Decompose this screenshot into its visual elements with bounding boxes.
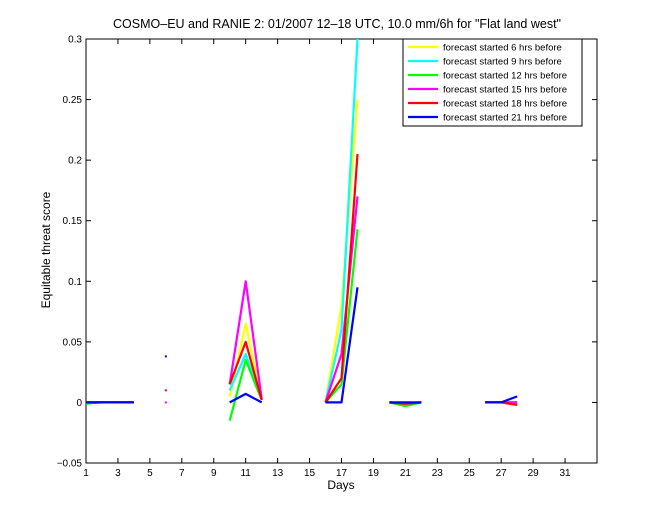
series-line (228, 280, 263, 399)
y-tick-label: 0.1 (68, 277, 82, 288)
series-point (164, 355, 167, 358)
x-tick-label: 27 (496, 468, 508, 479)
series-line (324, 99, 359, 403)
x-tick-label: 15 (304, 468, 316, 479)
legend-label: forecast started 12 hrs before (443, 71, 567, 82)
series-point (164, 401, 167, 404)
y-tick-label: 0.25 (63, 95, 83, 106)
legend-label: forecast started 6 hrs before (443, 43, 562, 54)
y-axis-label: Equitable threat score (39, 191, 53, 308)
x-tick-label: 23 (432, 468, 444, 479)
x-tick-label: 25 (464, 468, 476, 479)
y-tick-label: 0.15 (63, 216, 83, 227)
chart-title: COSMO–EU and RANIE 2: 01/2007 12–18 UTC,… (113, 17, 561, 31)
series-line (325, 287, 359, 404)
legend-label: forecast started 21 hrs before (443, 113, 567, 124)
legend-label: forecast started 18 hrs before (443, 99, 567, 110)
series-line (324, 229, 359, 404)
series-line (324, 38, 359, 403)
x-tick-label: 9 (211, 468, 217, 479)
x-axis-label: Days (327, 478, 354, 492)
x-tick-label: 21 (400, 468, 412, 479)
series-line (485, 395, 518, 404)
series-line (228, 340, 263, 401)
legend-label: forecast started 9 hrs before (443, 57, 562, 68)
series-point (164, 389, 167, 392)
y-tick-label: 0.3 (68, 35, 82, 46)
x-tick-label: 1 (83, 468, 89, 479)
y-tick-label: 0 (76, 398, 82, 409)
x-tick-label: 31 (560, 468, 572, 479)
series-line (324, 154, 359, 404)
x-tick-label: 19 (368, 468, 380, 479)
x-tick-label: 17 (336, 468, 348, 479)
x-tick-label: 5 (147, 468, 153, 479)
legend-box (402, 38, 583, 127)
x-tick-label: 7 (179, 468, 185, 479)
series-6 (86, 287, 518, 404)
series-line (229, 392, 263, 404)
legend: forecast started 6 hrs before forecast st… (402, 38, 583, 127)
x-tick-label: 11 (240, 468, 251, 479)
series-line (324, 196, 359, 403)
y-tick-label: −0.05 (57, 459, 83, 470)
legend-label: forecast started 15 hrs before (443, 85, 567, 96)
x-tick-label: 29 (528, 468, 540, 479)
x-tick-label: 13 (272, 468, 284, 479)
y-tick-label: 0.05 (63, 337, 83, 348)
y-tick-label: 0.2 (68, 156, 82, 167)
x-tick-label: 3 (115, 468, 121, 479)
